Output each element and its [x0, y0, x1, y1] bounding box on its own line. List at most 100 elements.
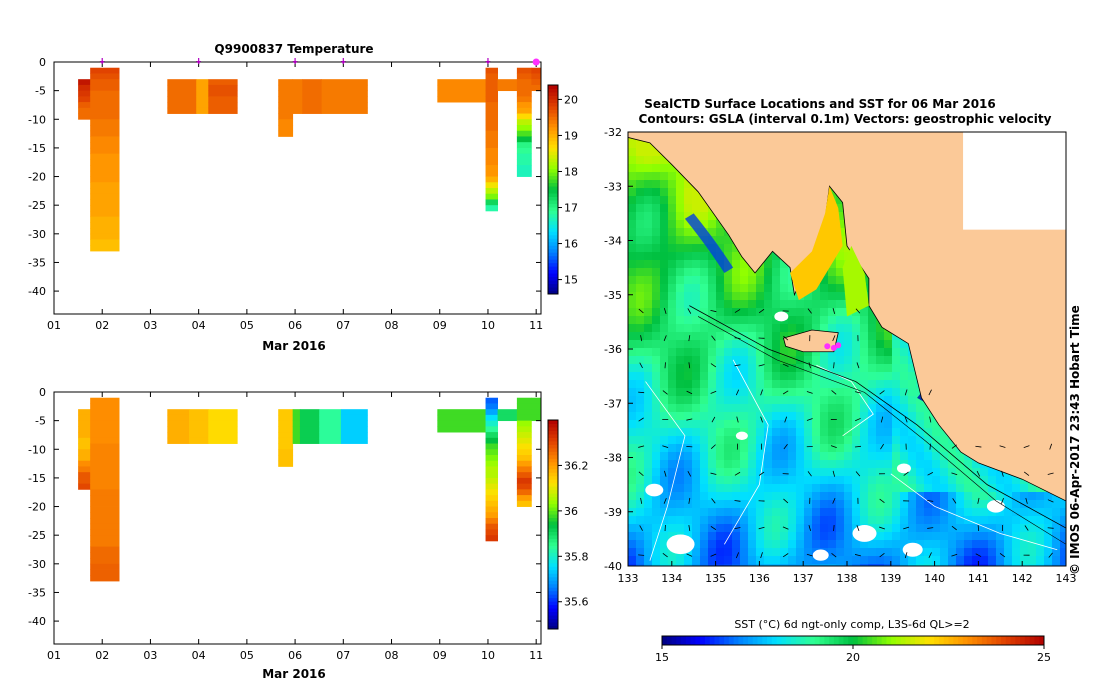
sst-cell [860, 564, 869, 566]
sst-cell [1020, 492, 1029, 501]
sst-cell [796, 484, 805, 493]
sst-cell [916, 508, 925, 517]
sst-cell [628, 316, 637, 325]
sst-cell [876, 380, 885, 389]
sst-cell [660, 268, 669, 277]
sst-colorbar-segment [872, 636, 878, 645]
temperature-cell [321, 79, 368, 86]
sst-colorbar-segment [733, 636, 739, 645]
sst-cell [700, 500, 709, 509]
sst-cell [884, 404, 893, 413]
sst-cell [812, 540, 821, 549]
sst-cell [948, 492, 957, 501]
sst-cell [900, 492, 909, 501]
temperature-y-tick-label: -35 [28, 256, 46, 269]
sst-cell [804, 364, 813, 373]
sst-cell [932, 500, 941, 509]
salinity-cell [90, 569, 120, 576]
temperature-cell [208, 79, 238, 86]
sst-cell [884, 388, 893, 397]
sst-cell [852, 492, 861, 501]
salinity-cell [90, 563, 120, 570]
sst-cell [628, 340, 637, 349]
sst-cell [948, 532, 957, 541]
temperature-cell [196, 79, 209, 86]
sst-cell [668, 356, 677, 365]
temperature-x-tick-label: 07 [336, 319, 350, 332]
temperature-colorbar-segment [548, 224, 558, 229]
sst-cell [708, 388, 717, 397]
sst-cell [980, 492, 989, 501]
sst-cell [996, 548, 1005, 557]
sst-cell [852, 356, 861, 365]
sst-cell [692, 532, 701, 541]
sst-cell [748, 548, 757, 557]
salinity-colorbar-segment [548, 444, 558, 449]
salinity-colorbar-segment [548, 562, 558, 567]
sst-cell [652, 164, 661, 173]
sst-cell [940, 428, 949, 437]
station-marker [830, 344, 837, 351]
sst-cell [644, 380, 653, 389]
sst-cell [724, 284, 733, 293]
sst-cell [996, 524, 1005, 533]
salinity-cell [516, 397, 532, 404]
velocity-vector [710, 363, 717, 368]
sst-cell [844, 316, 853, 325]
sst-cell [932, 428, 941, 437]
sst-cell [740, 260, 749, 269]
sst-cell [844, 324, 853, 333]
sst-cell [660, 204, 669, 213]
temperature-cell [278, 113, 294, 120]
sst-cell [692, 484, 701, 493]
sst-cell [676, 324, 685, 333]
salinity-cell [90, 437, 120, 444]
sst-cell [964, 492, 973, 501]
temperature-cell [485, 73, 499, 80]
sst-cell [852, 564, 861, 566]
sst-cell [628, 164, 637, 173]
sst-cell [828, 428, 837, 437]
sst-cell [780, 524, 789, 533]
sst-cell [820, 404, 829, 413]
sst-cell [868, 476, 877, 485]
velocity-vector [758, 471, 765, 476]
salinity-cell [485, 512, 499, 519]
sst-cell [716, 404, 725, 413]
sst-cell [652, 532, 661, 541]
salinity-cell [278, 409, 294, 416]
temperature-cell [78, 79, 91, 86]
sst-cell [788, 324, 797, 333]
sst-cell [692, 380, 701, 389]
velocity-vector [688, 524, 691, 532]
salinity-x-tick-label: 03 [143, 649, 157, 662]
sst-cell [708, 460, 717, 469]
salinity-y-tick-label: -25 [28, 529, 46, 542]
sst-cell [684, 484, 693, 493]
sst-cell [916, 396, 925, 405]
sst-cell [676, 412, 685, 421]
sst-cell [692, 332, 701, 341]
sst-cell [772, 308, 781, 317]
sst-cell [708, 524, 717, 533]
sst-cell [900, 452, 909, 461]
salinity-cell [90, 529, 120, 536]
map-y-tick-label: -34 [604, 235, 622, 248]
velocity-vector [758, 526, 765, 530]
salinity-cell [90, 552, 120, 559]
sst-cell [956, 500, 965, 509]
sst-cell [836, 364, 845, 373]
sst-cell [676, 308, 685, 317]
salinity-x-tick-label: 10 [481, 649, 495, 662]
sst-cell [700, 332, 709, 341]
sst-cell [940, 492, 949, 501]
sst-cell [796, 476, 805, 485]
sst-colorbar-segment [671, 636, 677, 645]
sst-colorbar-segment [1034, 636, 1040, 645]
sst-cell [900, 508, 909, 517]
sst-cell [892, 404, 901, 413]
sst-cell [684, 300, 693, 309]
sst-cell [1028, 532, 1037, 541]
sst-colorbar-segment [786, 636, 792, 645]
velocity-vector [734, 471, 741, 476]
